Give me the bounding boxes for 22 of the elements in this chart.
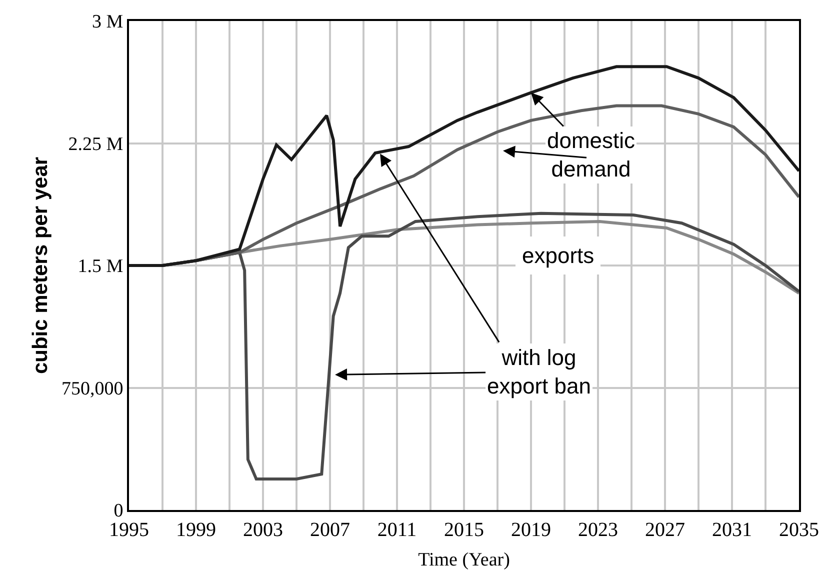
annotation: domestic demand — [547, 128, 636, 182]
x-tick-label: 2011 — [377, 519, 417, 541]
annotation: exports — [522, 243, 594, 268]
line-series — [129, 65, 799, 267]
y-tick-label: 3 M — [92, 12, 124, 33]
x-tick-label: 2015 — [444, 519, 484, 541]
x-tick-label: 2031 — [712, 519, 752, 541]
x-tick-label: 1995 — [109, 519, 149, 541]
y-tick-label: 750,000 — [61, 378, 124, 400]
x-tick-label: 2003 — [243, 519, 283, 541]
y-axis-title: cubic meters per year — [29, 156, 52, 374]
x-tick-label: 2007 — [310, 519, 350, 541]
x-axis-title: Time (Year) — [418, 549, 510, 570]
x-tick-label: 2023 — [578, 519, 618, 541]
y-tick-label: 2.25 M — [68, 134, 124, 155]
x-tick-label: 2035 — [779, 519, 819, 541]
y-tick-label: 1.5 M — [78, 256, 124, 278]
y-tick-label: 0 — [114, 500, 124, 522]
x-tick-label: 2027 — [645, 519, 685, 541]
x-tick-label: 1999 — [176, 519, 216, 541]
x-tick-label: 2019 — [511, 519, 551, 541]
annotation: with log export ban — [487, 345, 591, 399]
